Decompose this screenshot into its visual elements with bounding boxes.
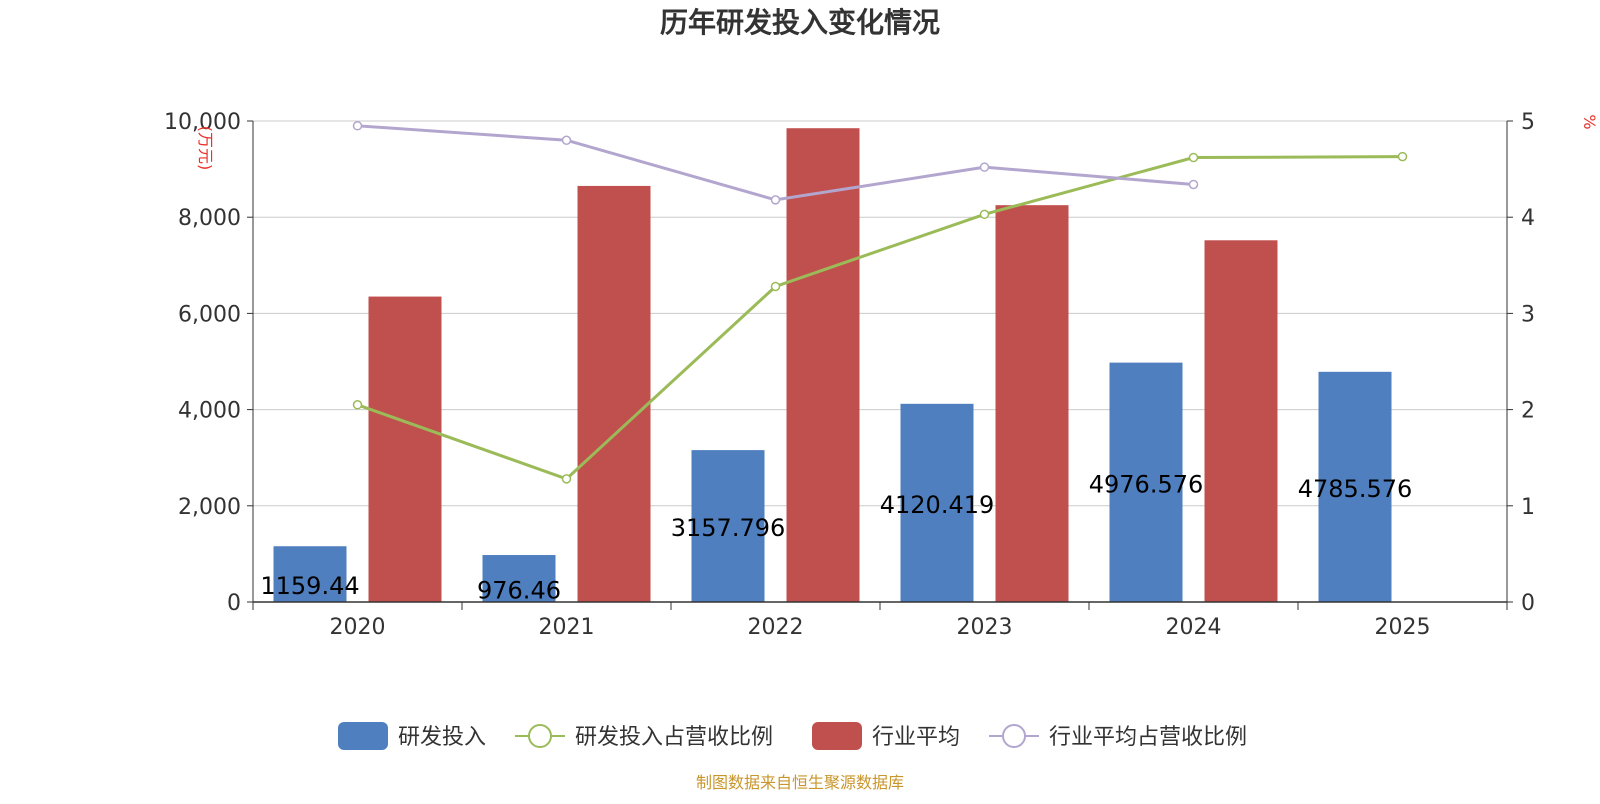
- bar-data-label: 4976.576: [1089, 470, 1204, 498]
- bar-rd-investment: [1109, 362, 1183, 602]
- source-note: 制图数据来自恒生聚源数据库: [696, 773, 904, 792]
- bar-rd-investment: [1318, 371, 1392, 602]
- right-unit-label: %: [1580, 114, 1599, 129]
- data-labels: 1159.44 976.46 3157.796 4120.419 4976.576 478…: [260, 470, 1412, 604]
- bar-industry-average: [368, 296, 442, 602]
- series-line: [356, 155, 1403, 481]
- left-tick-label: 4,000: [178, 399, 241, 424]
- axes: 0 0 2,000 1 4,000 2 6,000 3 8,000 4 10,000 5 (万元)% 20…: [164, 110, 1599, 640]
- right-tick-label: 5: [1521, 110, 1535, 135]
- left-unit-label: (万元): [196, 126, 215, 171]
- right-tick-label: 3: [1521, 302, 1535, 327]
- legend-swatch-marker: [1002, 724, 1026, 748]
- left-tick-label: 10,000: [164, 110, 241, 135]
- series-line: [357, 124, 1194, 202]
- left-tick-label: 8,000: [178, 206, 241, 231]
- legend-swatch-bar: [812, 722, 862, 750]
- legend-label: 行业平均占营收比例: [1049, 725, 1247, 750]
- bar-industry-average: [1204, 240, 1278, 602]
- line-point: [1188, 152, 1199, 163]
- x-tick-label: 2022: [748, 615, 804, 640]
- line-point: [1397, 151, 1408, 162]
- bar-industry-average: [995, 205, 1069, 603]
- x-tick-label: 2020: [330, 615, 386, 640]
- right-tick-label: 4: [1521, 206, 1535, 231]
- bar-rd-investment: [273, 546, 347, 602]
- line-point: [561, 135, 572, 145]
- bar-rd-investment: [482, 555, 556, 602]
- line-point: [979, 162, 990, 172]
- grid: [253, 120, 1507, 507]
- bar-rd-investment: [900, 403, 974, 602]
- line-point: [1188, 179, 1199, 190]
- right-tick-label: 2: [1521, 399, 1535, 424]
- legend-label: 行业平均: [872, 725, 960, 750]
- legend: 研发投入 研发投入占营收比例 行业平均 行业平均占营收比例: [338, 722, 1247, 750]
- line-point: [352, 400, 363, 410]
- legend-swatch-bar: [338, 722, 388, 750]
- bar-data-label: 4120.419: [880, 491, 995, 519]
- line-point: [561, 474, 572, 484]
- left-tick-label: 2,000: [178, 495, 241, 520]
- legend-label: 研发投入: [398, 725, 486, 750]
- bar-data-label: 1159.44: [260, 572, 359, 600]
- x-tick-label: 2023: [957, 615, 1013, 640]
- bar-data-label: 976.46: [477, 577, 561, 605]
- lines: [352, 121, 1408, 484]
- bar-industry-average: [577, 185, 651, 602]
- x-tick-label: 2021: [539, 615, 595, 640]
- line-point: [352, 121, 363, 131]
- bar-rd-investment: [691, 450, 765, 602]
- bar-data-label: 3157.796: [671, 514, 786, 542]
- bar-data-label: 4785.576: [1298, 475, 1413, 503]
- x-tick-label: 2025: [1375, 615, 1431, 640]
- right-tick-label: 1: [1521, 495, 1535, 520]
- x-tick-label: 2024: [1166, 615, 1222, 640]
- left-tick-label: 6,000: [178, 302, 241, 327]
- legend-label: 研发投入占营收比例: [575, 725, 773, 750]
- line-point: [979, 209, 990, 220]
- chart-title: 历年研发投入变化情况: [660, 6, 940, 39]
- bar-industry-average: [786, 128, 860, 602]
- right-tick-label: 0: [1521, 591, 1535, 616]
- line-point: [770, 195, 781, 205]
- bars: [273, 128, 1392, 603]
- line-point: [770, 281, 781, 292]
- left-tick-label: 0: [227, 591, 241, 616]
- legend-swatch-marker: [528, 724, 552, 748]
